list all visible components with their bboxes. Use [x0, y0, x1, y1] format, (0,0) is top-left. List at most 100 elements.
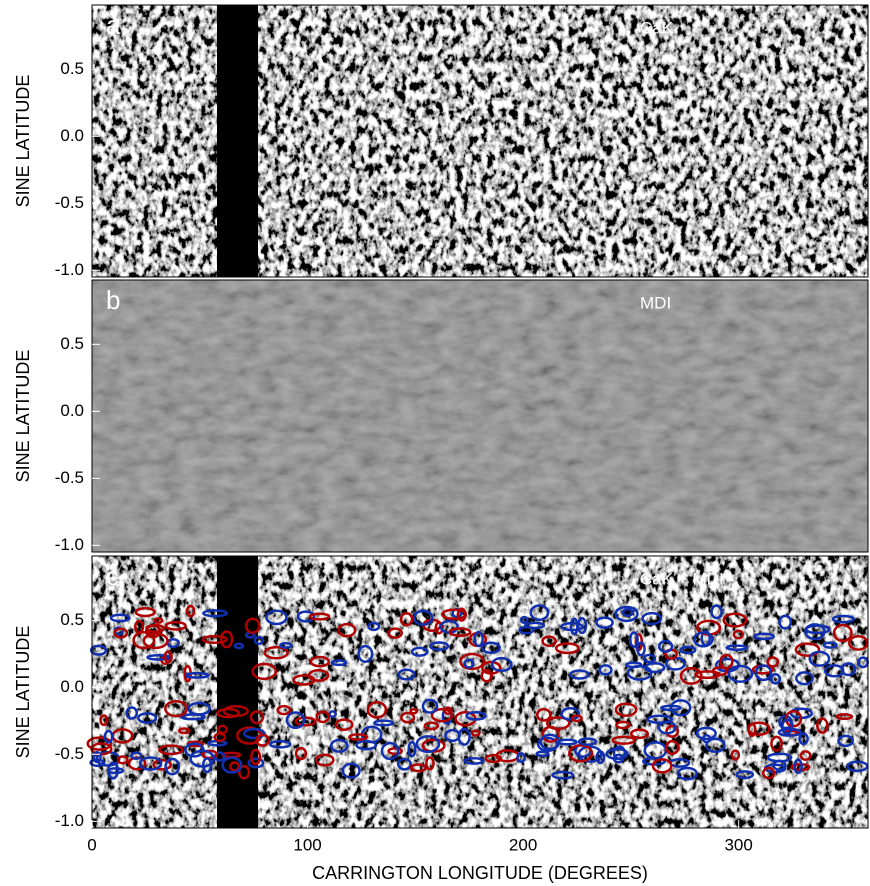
- contour: [835, 713, 854, 721]
- contour: [294, 716, 317, 727]
- y-axis-label: SINE LATITUDE: [13, 626, 33, 759]
- contour: [276, 704, 292, 716]
- contour: [263, 645, 289, 660]
- y-tick-label: 0.5: [60, 334, 84, 353]
- y-tick-label: -1.0: [55, 260, 84, 279]
- y-tick-label: 0.5: [60, 610, 84, 629]
- contour: [184, 671, 210, 679]
- contour: [251, 662, 278, 681]
- contour: [216, 707, 240, 719]
- contour: [780, 718, 794, 735]
- panel-title: CaK + MDI: [640, 569, 724, 588]
- contour: [153, 617, 164, 624]
- contour: [187, 701, 211, 716]
- contour: [822, 641, 838, 649]
- contour: [595, 616, 614, 629]
- contour: [795, 671, 814, 686]
- contour: [163, 650, 173, 664]
- contour: [387, 627, 403, 639]
- contour: [132, 631, 156, 650]
- contour: [457, 727, 471, 746]
- contour: [777, 727, 803, 737]
- contour: [243, 727, 266, 740]
- contour: [296, 610, 316, 623]
- contour: [421, 698, 439, 714]
- contour: [308, 612, 331, 621]
- panel-texture: [92, 5, 868, 277]
- contour: [848, 635, 869, 651]
- contour: [644, 661, 666, 674]
- contour: [676, 766, 698, 781]
- contour: [539, 733, 561, 751]
- contour: [425, 756, 435, 771]
- contour: [328, 710, 337, 719]
- panel-texture: [92, 280, 868, 552]
- contour: [158, 744, 184, 756]
- contour: [459, 652, 485, 671]
- contour: [137, 712, 158, 724]
- contour: [470, 729, 481, 737]
- contour: [265, 609, 288, 626]
- contour: [636, 641, 646, 657]
- contour: [441, 608, 468, 621]
- contour: [778, 614, 793, 630]
- contour: [229, 761, 240, 772]
- contour: [793, 758, 803, 775]
- contour: [409, 763, 428, 773]
- y-tick-label: 0.0: [60, 126, 84, 145]
- panel-title: MDI: [640, 293, 671, 312]
- contour: [560, 706, 581, 721]
- contour: [642, 653, 657, 664]
- x-tick-label: 200: [509, 835, 537, 854]
- contour: [646, 714, 673, 725]
- y-tick-label: -1.0: [55, 811, 84, 830]
- contour: [410, 646, 429, 657]
- contour: [705, 737, 726, 754]
- contour: [202, 609, 229, 618]
- contour: [727, 664, 754, 683]
- contour: [89, 758, 106, 767]
- contour: [695, 726, 717, 741]
- y-tick-label: 0.0: [60, 677, 84, 696]
- contour: [730, 749, 741, 761]
- contour: [329, 738, 349, 753]
- contour: [337, 622, 357, 638]
- contour: [315, 710, 331, 724]
- contour: [238, 764, 251, 780]
- contour: [719, 653, 734, 670]
- panel-label: c: [106, 561, 119, 591]
- contour: [134, 606, 156, 618]
- contour: [611, 735, 636, 745]
- panel-frame: [91, 4, 869, 278]
- contour: [614, 605, 639, 623]
- contour: [294, 746, 308, 761]
- panel-frame: [91, 279, 869, 553]
- contour: [621, 607, 634, 618]
- y-axis-label: SINE LATITUDE: [13, 75, 33, 208]
- contour: [541, 635, 557, 647]
- contour: [189, 749, 216, 768]
- panel-texture: [92, 556, 868, 828]
- x-tick-label: 0: [87, 835, 96, 854]
- contour: [330, 659, 348, 667]
- contour-overlay: [86, 604, 869, 781]
- contour: [366, 701, 388, 719]
- contour: [772, 759, 787, 772]
- contour: [430, 708, 454, 723]
- contour: [519, 615, 529, 625]
- contour: [657, 639, 674, 653]
- contour: [577, 737, 597, 746]
- data-gap: [217, 556, 258, 828]
- contour: [753, 632, 775, 641]
- contour: [249, 710, 265, 725]
- contour: [373, 719, 395, 727]
- contour: [463, 756, 485, 765]
- contour: [770, 735, 783, 752]
- contour: [641, 611, 663, 626]
- contour: [367, 621, 381, 632]
- contour: [651, 758, 673, 774]
- contour: [164, 699, 188, 718]
- panel-label: a: [106, 10, 121, 40]
- contour: [798, 732, 809, 746]
- contour: [130, 751, 143, 760]
